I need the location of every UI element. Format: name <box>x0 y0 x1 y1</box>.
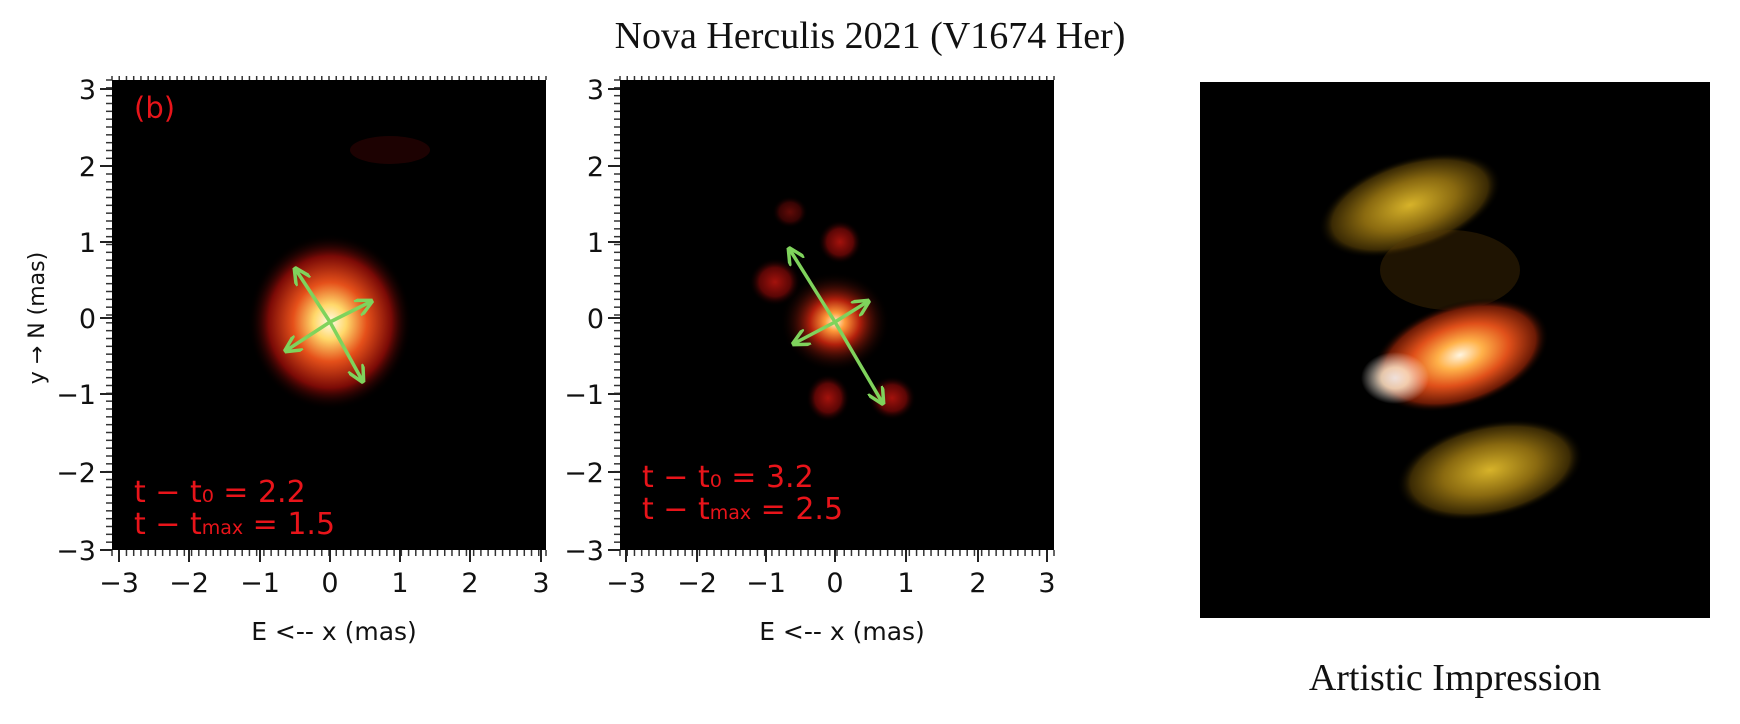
figure-title: Nova Herculis 2021 (V1674 Her) <box>614 15 1126 57</box>
panel-b-arrow-major-down <box>328 321 362 380</box>
lower-lobe <box>1396 419 1584 521</box>
y-tick-label: 0 <box>79 304 96 335</box>
x-tick-label: −1 <box>240 568 280 599</box>
upper-lobe <box>1318 152 1502 258</box>
x-tick-label: 1 <box>897 568 914 599</box>
x-tick-label: 1 <box>391 568 408 599</box>
panel-2-blob <box>749 258 801 306</box>
x-tick-label: −3 <box>606 568 646 599</box>
y-tick-label: 0 <box>587 304 604 335</box>
panel-2-blob <box>806 374 850 422</box>
panel-2-blob <box>772 196 808 228</box>
panel-b-arrow-major-up <box>296 270 332 323</box>
panel-2-arrow-major-up <box>790 250 837 323</box>
x-tick-label: 0 <box>826 568 843 599</box>
panel-2-arrow-minor-left <box>795 320 836 343</box>
x-tick-label: 3 <box>1038 568 1055 599</box>
y-tick-label: 1 <box>79 228 96 259</box>
panel-2-xlabel: E <-- x (mas) <box>759 617 925 646</box>
panel-b-faint-feature <box>350 136 430 164</box>
panel-2-annotation-t0: t − t₀ = 3.2 <box>642 460 814 495</box>
y-tick-label: −2 <box>564 458 604 489</box>
panel-2-blob <box>818 220 862 264</box>
panel-2-axes: −3 −2 −1 0 1 2 3 3 2 1 0 −1 −2 −3 <box>564 75 1055 599</box>
y-tick-label: −1 <box>56 380 96 411</box>
x-tick-label: 0 <box>321 568 338 599</box>
panel-b-annotation-t0: t − t₀ = 2.2 <box>134 475 306 510</box>
panel-2-annotation-tmax: t − tmax = 2.5 <box>642 492 843 527</box>
panel-b-xlabel: E <-- x (mas) <box>251 617 417 646</box>
x-tick-label: −2 <box>169 568 209 599</box>
y-tick-label: 2 <box>79 152 96 183</box>
panel-b-axes: −3 −2 −1 0 1 2 3 3 2 1 0 −1 −2 −3 <box>56 75 549 599</box>
panel-b-arrow-minor-left <box>287 320 331 350</box>
x-tick-label: 2 <box>461 568 478 599</box>
x-tick-label: −3 <box>99 568 139 599</box>
y-tick-label: 3 <box>587 75 604 106</box>
panel-b-ylabel: y → N (mas) <box>25 252 50 384</box>
outflow-glow <box>1380 230 1520 310</box>
y-tick-label: −3 <box>564 536 604 567</box>
panel-b: (b) t − t₀ = 2.2 t − tmax = 1.5 −3 −2 −1 0 1… <box>25 75 550 646</box>
panel-b-annotation-tmax: t − tmax = 1.5 <box>134 507 335 542</box>
y-tick-label: −1 <box>564 380 604 411</box>
y-tick-label: −2 <box>56 458 96 489</box>
x-tick-label: −1 <box>746 568 786 599</box>
x-tick-label: 3 <box>532 568 549 599</box>
y-tick-label: −3 <box>56 536 96 567</box>
panel-b-arrow-minor-right <box>329 302 370 324</box>
panel-2-arrow-major-down <box>833 321 882 402</box>
x-tick-label: −2 <box>677 568 717 599</box>
white-dwarf-glow <box>1361 352 1429 404</box>
panel-2-blob <box>868 376 916 420</box>
y-tick-label: 3 <box>79 75 96 106</box>
artistic-impression-caption: Artistic Impression <box>1308 657 1602 699</box>
panel-2-arrow-minor-right <box>834 302 867 324</box>
x-tick-label: 2 <box>969 568 986 599</box>
y-tick-label: 2 <box>587 152 604 183</box>
y-tick-label: 1 <box>587 228 604 259</box>
panel-2: t − t₀ = 3.2 t − tmax = 2.5 −3 −2 −1 0 1 2 3 3 2… <box>564 75 1055 646</box>
artistic-impression <box>1200 82 1710 618</box>
panel-b-label: (b) <box>134 91 175 125</box>
